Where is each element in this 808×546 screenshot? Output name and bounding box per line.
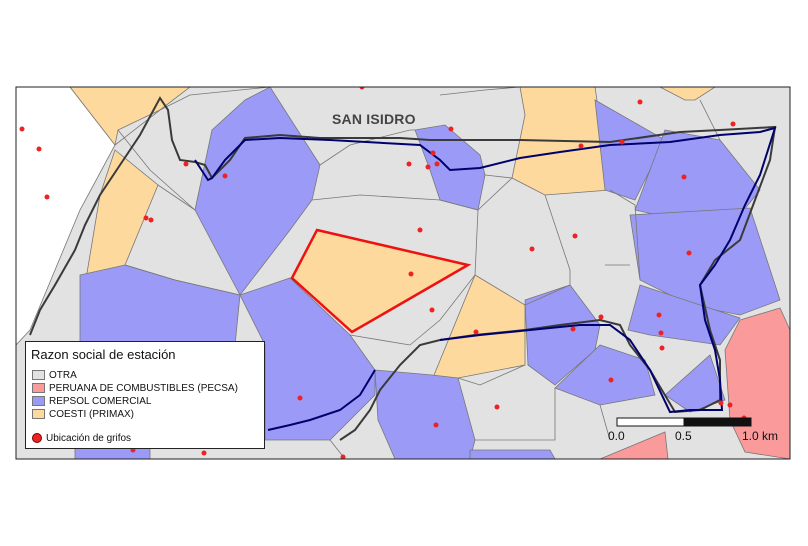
station-dot — [473, 329, 479, 335]
station-dot — [637, 99, 643, 105]
legend-item-otra: OTRA — [32, 369, 77, 381]
legend-item-stations: Ubicación de grifos — [32, 432, 131, 444]
scale-bar — [616, 417, 752, 427]
legend-item-pecsa: PERUANA DE COMBUSTIBLES (PECSA) — [32, 382, 238, 394]
cell-repsol — [469, 449, 556, 459]
station-dot — [340, 454, 346, 459]
legend-swatch-primax — [32, 409, 45, 419]
legend-label-otra: OTRA — [49, 369, 77, 381]
district-label: SAN ISIDRO — [332, 111, 416, 127]
legend-title: Razon social de estación — [31, 347, 176, 362]
station-dot — [727, 402, 733, 408]
station-dot — [44, 194, 50, 200]
legend-item-repsol: REPSOL COMERCIAL — [32, 395, 151, 407]
station-dot — [608, 377, 614, 383]
station-dot — [297, 395, 303, 401]
station-dot — [408, 271, 414, 277]
station-dot — [417, 227, 423, 233]
outside-area — [16, 87, 116, 346]
station-dot — [619, 139, 625, 145]
cell-primax — [69, 87, 191, 146]
station-dot — [686, 250, 692, 256]
cell-repsol — [664, 354, 726, 413]
legend-swatch-otra — [32, 370, 45, 380]
legend-item-primax: COESTI (PRIMAX) — [32, 408, 134, 420]
legend-label-stations: Ubicación de grifos — [46, 432, 132, 444]
district-boundary — [194, 126, 777, 414]
station-dot — [429, 307, 435, 313]
station-dot — [406, 161, 412, 167]
station-dot — [578, 143, 584, 149]
cell-repsol — [627, 284, 741, 346]
cell-primax — [659, 87, 716, 101]
station-dot — [425, 164, 431, 170]
station-dot — [183, 161, 189, 167]
station-dot — [434, 161, 440, 167]
station-dot — [529, 246, 535, 252]
cell-borders — [114, 87, 721, 459]
legend-label-primax: COESTI (PRIMAX) — [49, 408, 135, 420]
legend-label-pecsa: PERUANA DE COMBUSTIBLES (PECSA) — [49, 382, 238, 394]
station-dot — [201, 450, 207, 456]
station-dot — [143, 215, 149, 221]
station-dot — [448, 126, 454, 132]
cell-repsol — [239, 277, 376, 441]
cell-repsol — [594, 99, 666, 201]
station-dot — [494, 404, 500, 410]
station-points — [19, 87, 747, 459]
station-dot — [659, 345, 665, 351]
station-dot — [572, 233, 578, 239]
station-marker-icon — [32, 433, 42, 443]
legend-swatch-repsol — [32, 396, 45, 406]
station-dot — [222, 173, 228, 179]
station-dot — [433, 422, 439, 428]
scale-segment-black — [683, 417, 752, 427]
scale-tick-1km: 1.0 km — [742, 429, 779, 443]
cell-repsol — [554, 344, 656, 406]
station-dot — [656, 312, 662, 318]
station-dot — [730, 121, 736, 127]
station-dot — [36, 146, 42, 152]
station-dot — [430, 150, 436, 156]
station-dot — [19, 126, 25, 132]
voronoi-cells — [16, 87, 790, 459]
station-dot — [598, 314, 604, 320]
highlighted-cell — [290, 228, 472, 334]
legend-swatch-pecsa — [32, 383, 45, 393]
station-dot — [658, 330, 664, 336]
district-boundary-south — [267, 369, 376, 431]
station-dot — [681, 174, 687, 180]
legend-label-repsol: REPSOL COMERCIAL — [49, 395, 152, 407]
station-dot — [359, 87, 365, 90]
scale-tick-0: 0.0 — [608, 429, 625, 443]
station-dot — [570, 326, 576, 332]
scale-tick-05: 0.5 — [675, 429, 692, 443]
map-border — [15, 86, 791, 460]
scale-segment-white — [616, 417, 685, 427]
station-dot — [148, 217, 154, 223]
cell-repsol — [374, 369, 476, 459]
station-dot — [718, 400, 724, 406]
cell-pecsa — [599, 431, 669, 459]
legend: Razon social de estación OTRA PERUANA DE… — [25, 341, 265, 449]
